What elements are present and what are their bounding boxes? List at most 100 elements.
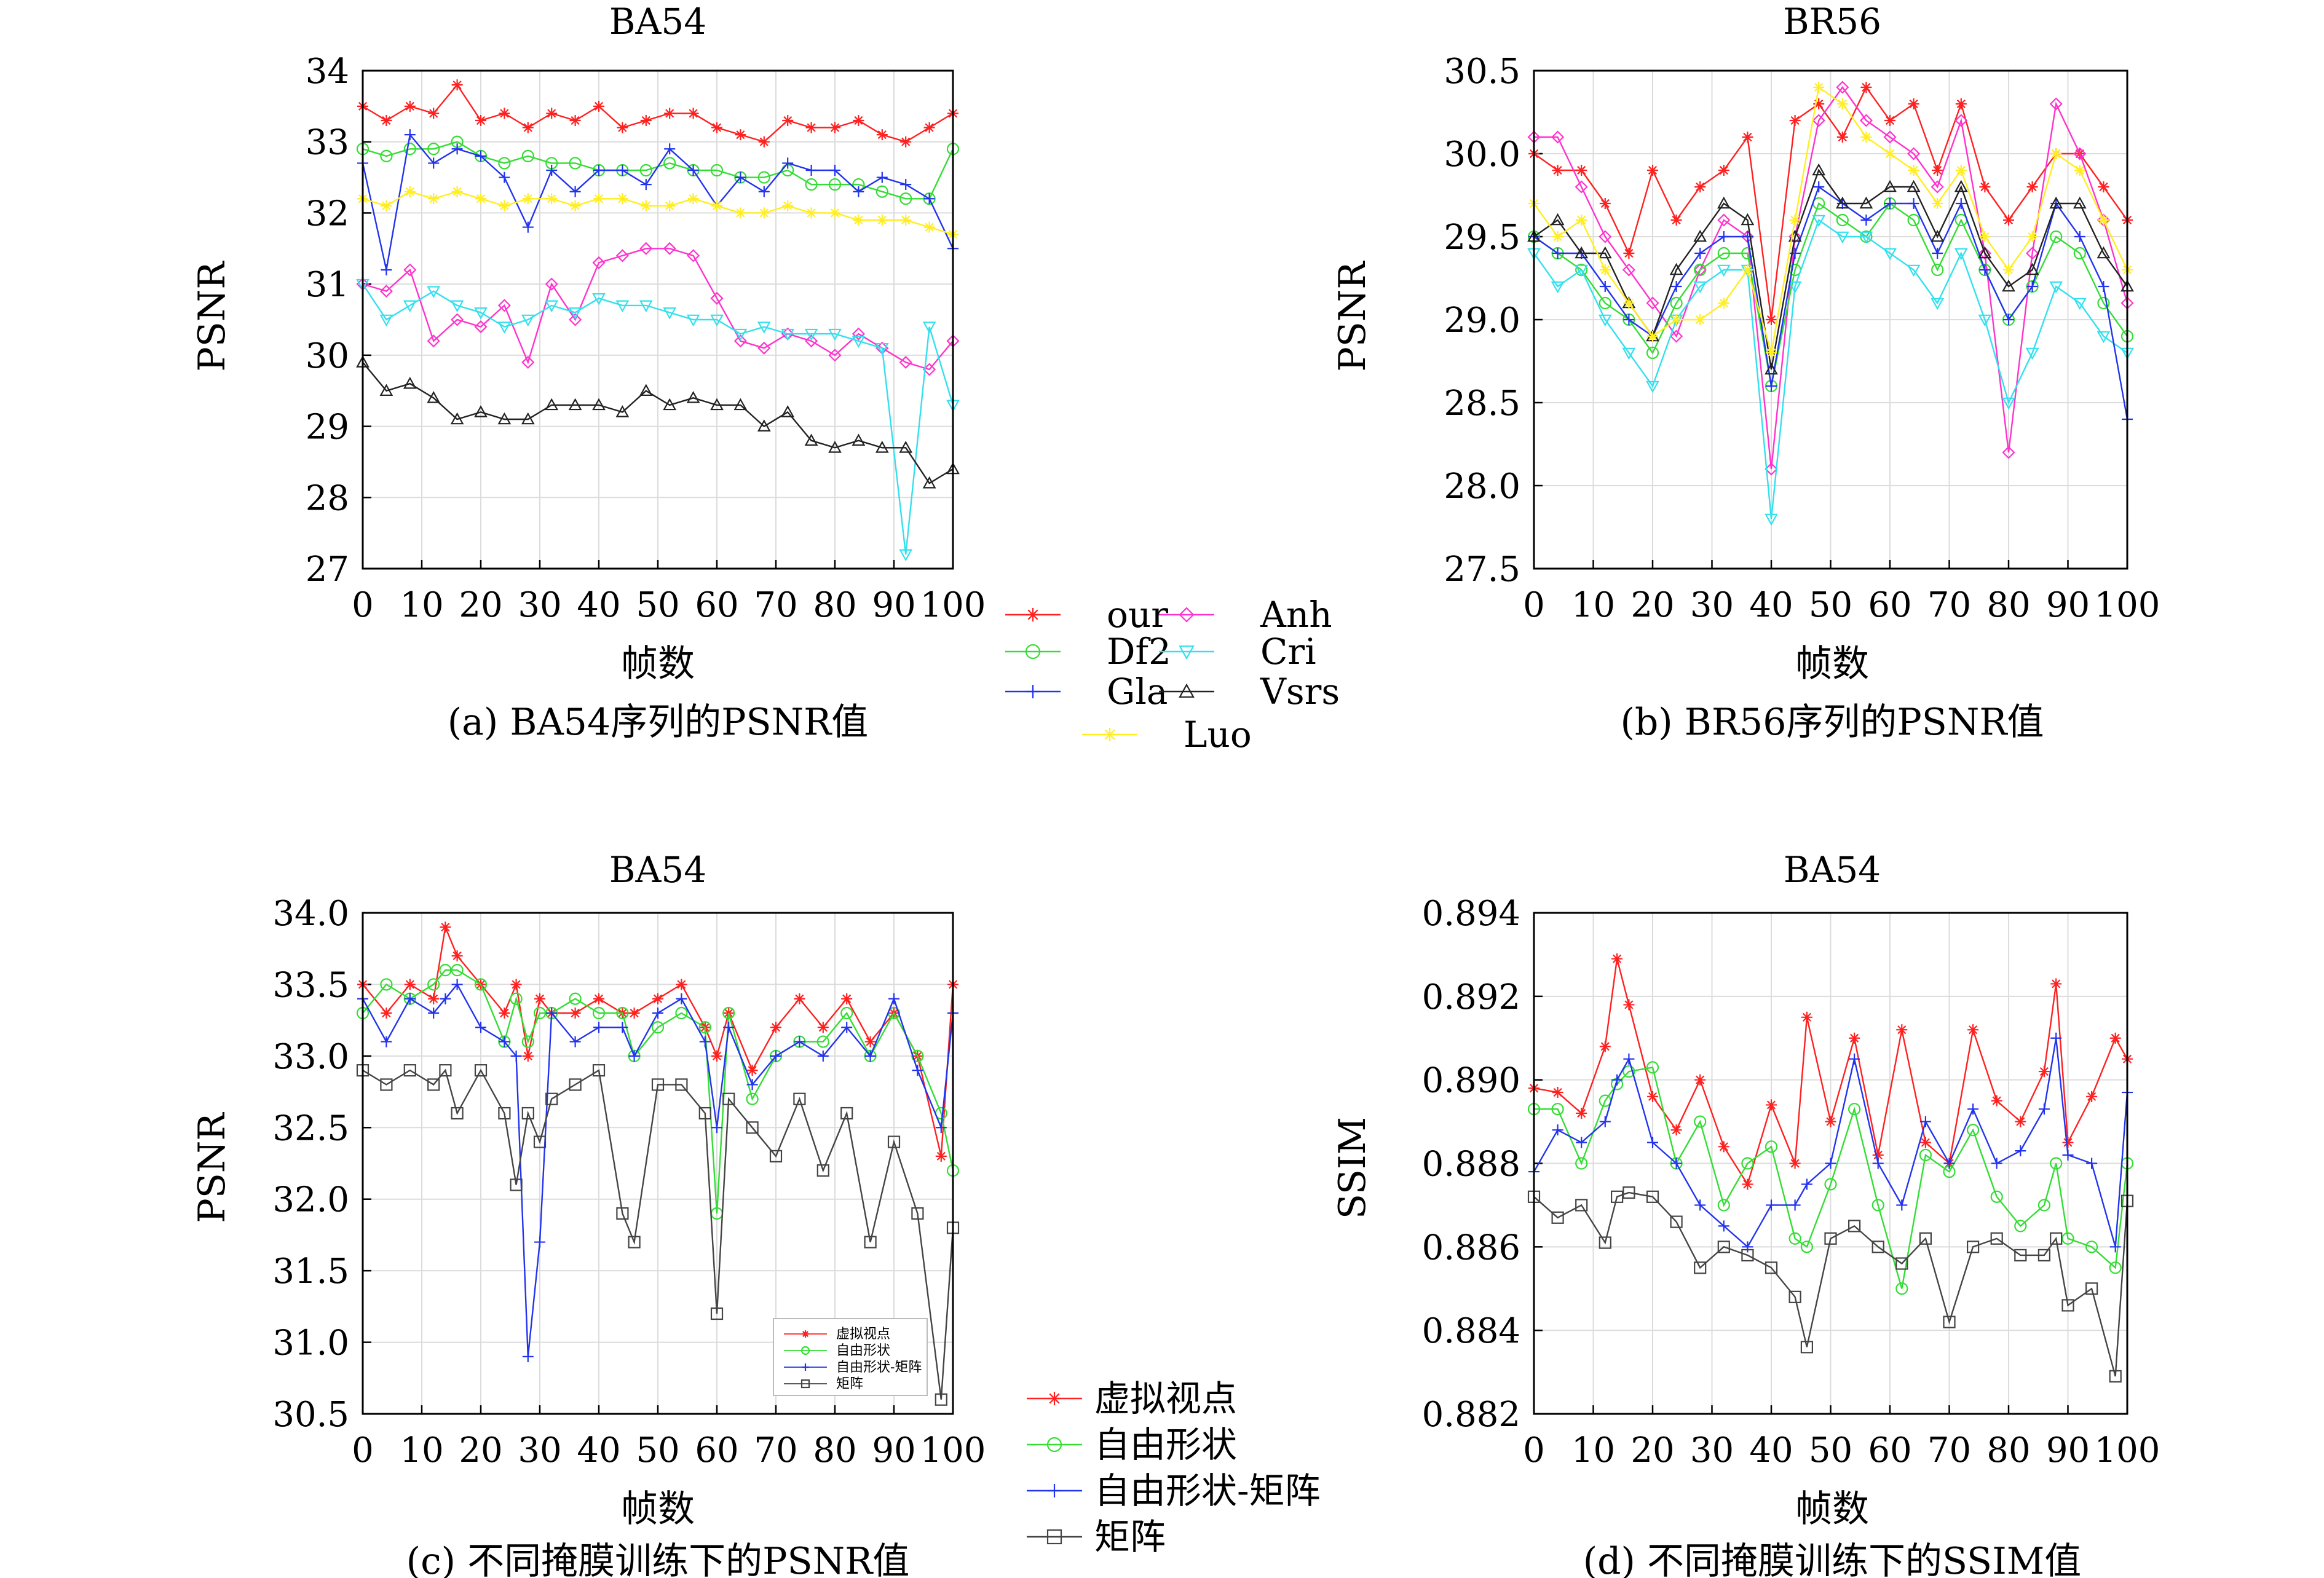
data-point (1694, 1115, 1707, 1128)
data-point (1670, 1215, 1683, 1228)
data-point (1599, 281, 1611, 292)
legend-marker (802, 1330, 809, 1338)
data-point (451, 79, 463, 91)
y-tick-label: 30.0 (1444, 135, 1520, 175)
data-point (733, 328, 748, 341)
inset-legend-label-matrix: 矩阵 (836, 1376, 863, 1392)
data-point (840, 1107, 853, 1120)
data-point (1741, 213, 1755, 226)
data-point (379, 285, 393, 298)
data-point (1967, 1241, 1980, 1253)
x-tick-label: 90 (872, 1430, 915, 1470)
x-tick-label: 40 (577, 1430, 620, 1470)
data-point (1801, 1011, 1812, 1023)
data-point (1599, 1236, 1611, 1249)
panel-a-title: BA54 (609, 1, 706, 42)
data-point (1979, 264, 1991, 275)
data-point (2109, 1032, 2121, 1044)
data-point (1576, 1108, 1587, 1119)
data-point (922, 322, 936, 334)
data-point (923, 193, 935, 205)
data-point (841, 993, 853, 1004)
data-point (664, 108, 676, 119)
data-point (900, 179, 912, 191)
data-point (887, 1135, 901, 1148)
data-point (546, 108, 558, 119)
data-point (2038, 1066, 2050, 1078)
data-point (1813, 98, 1825, 109)
y-tick-label: 29 (306, 408, 349, 448)
data-point (1813, 181, 1825, 192)
data-point (522, 122, 534, 133)
data-point (1717, 1199, 1730, 1212)
data-point (663, 157, 676, 170)
data-point (428, 157, 440, 169)
data-point (569, 157, 582, 170)
data-point (2073, 298, 2087, 310)
data-point (1742, 132, 1753, 143)
x-tick-label: 70 (754, 585, 797, 625)
x-tick-label: 50 (1809, 1430, 1852, 1470)
data-point (2015, 1145, 2026, 1157)
data-point (2015, 1116, 2026, 1127)
data-point (1990, 1232, 2003, 1245)
x-tick-label: 100 (920, 585, 986, 625)
data-point (1646, 1190, 1659, 1203)
data-point (686, 314, 700, 327)
data-point (380, 1078, 393, 1091)
data-point (428, 108, 440, 119)
data-point (499, 1008, 510, 1019)
x-tick-label: 50 (636, 1430, 679, 1470)
data-point (805, 207, 817, 219)
data-point (829, 122, 840, 133)
data-point (546, 1008, 558, 1019)
data-point (757, 341, 771, 355)
data-point (427, 286, 441, 298)
data-point (828, 349, 842, 362)
data-point (1575, 1199, 1588, 1212)
data-point (699, 1036, 711, 1047)
data-point (521, 314, 535, 327)
data-point (1954, 179, 1968, 192)
data-point (381, 115, 392, 126)
data-point (1552, 231, 1563, 242)
data-point (1670, 314, 1682, 325)
data-point (1647, 331, 1658, 342)
data-point (1932, 248, 1943, 259)
data-point (1765, 513, 1778, 526)
panel-a-xlabel: 帧数 (621, 642, 695, 685)
data-point (569, 186, 581, 197)
data-point (439, 1064, 452, 1077)
data-point (1871, 1241, 1884, 1253)
y-tick-label: 30.5 (1444, 52, 1520, 92)
data-point (1766, 347, 1777, 358)
x-tick-label: 80 (1986, 1430, 2030, 1470)
data-point (1694, 181, 1706, 192)
data-point (474, 1064, 488, 1077)
data-point (521, 355, 535, 369)
data-point (1551, 213, 1565, 226)
data-point (617, 1022, 628, 1033)
data-point (404, 993, 416, 1004)
data-point (840, 1006, 853, 1020)
x-tick-label: 10 (400, 1430, 443, 1470)
data-point (639, 164, 652, 177)
data-point (404, 100, 416, 112)
data-point (1848, 1103, 1861, 1116)
x-tick-label: 30 (1690, 1430, 1734, 1470)
data-point (1789, 1199, 1801, 1211)
data-point (2061, 1299, 2074, 1312)
data-point (2073, 247, 2086, 260)
data-point (450, 300, 464, 313)
data-point (2074, 231, 2085, 242)
data-point (805, 178, 818, 191)
data-point (1884, 115, 1895, 126)
data-point (770, 1050, 781, 1062)
data-point (1575, 1157, 1588, 1170)
legend-top-label-our: our (1107, 594, 1168, 636)
data-point (758, 136, 770, 148)
data-point (876, 172, 888, 183)
data-point (1599, 264, 1611, 275)
data-point (381, 1036, 392, 1047)
data-point (2073, 196, 2087, 209)
